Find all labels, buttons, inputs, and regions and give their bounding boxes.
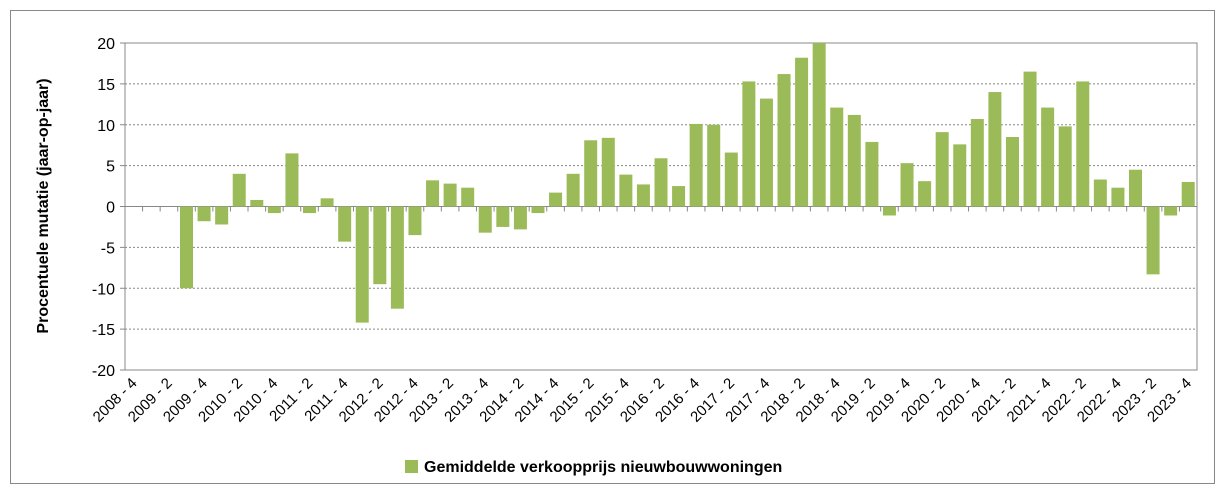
y-tick-label: 5 [106, 159, 115, 176]
bar [865, 141, 879, 207]
bar [478, 206, 492, 233]
y-tick-label: 0 [106, 200, 115, 217]
bar [795, 57, 809, 207]
bar [1093, 179, 1107, 207]
y-tick-label: -20 [92, 363, 115, 380]
y-tick-label: -10 [92, 281, 115, 298]
bar [847, 114, 861, 207]
bar [724, 152, 738, 207]
bar [742, 81, 756, 207]
bar [180, 206, 194, 289]
bar [970, 119, 984, 207]
bar [935, 132, 949, 207]
bar [812, 43, 826, 207]
bar [988, 92, 1002, 207]
bar [566, 173, 580, 207]
bar [496, 206, 510, 227]
bar [250, 199, 264, 207]
bar [777, 74, 791, 207]
bar [953, 144, 967, 207]
bar [900, 163, 914, 207]
bar [197, 206, 211, 222]
bar [549, 192, 563, 207]
bar [1076, 81, 1090, 207]
bar [232, 173, 246, 207]
bar [830, 107, 844, 207]
bar [672, 186, 686, 207]
bar [443, 183, 457, 207]
bar [513, 206, 527, 230]
bar [882, 206, 896, 216]
legend-swatch [405, 460, 418, 473]
y-tick-label: 10 [97, 118, 115, 135]
y-tick-label: -15 [92, 322, 115, 339]
bar [1164, 206, 1178, 216]
bar [636, 184, 650, 207]
bar [1181, 181, 1195, 207]
legend-label: Gemiddelde verkoopprijs nieuwbouwwoninge… [424, 459, 782, 476]
bar [461, 187, 475, 207]
bar [1058, 126, 1072, 207]
bar [267, 206, 281, 214]
bar [390, 206, 404, 309]
y-axis-label: Procentuele mutatie (jaar-op-jaar) [35, 78, 52, 333]
bar [601, 137, 615, 207]
bar [320, 198, 334, 207]
bar [619, 174, 633, 207]
bar [654, 158, 668, 207]
bar [689, 123, 703, 207]
bar [1005, 137, 1019, 207]
bar [759, 98, 773, 207]
bar [1111, 187, 1125, 207]
bar [1146, 206, 1160, 275]
bar [215, 206, 229, 225]
bar [285, 153, 299, 207]
bar [1023, 71, 1037, 207]
bar [303, 206, 317, 214]
bar [408, 206, 422, 236]
y-tick-label: -5 [101, 240, 115, 257]
bar [338, 206, 352, 242]
bar [426, 180, 440, 207]
bar [1128, 169, 1142, 207]
bar [584, 140, 598, 207]
bar [707, 124, 721, 207]
bar [918, 181, 932, 207]
bar [355, 206, 369, 323]
bar [531, 206, 545, 214]
bar [1041, 107, 1055, 207]
bar [373, 206, 387, 285]
y-tick-label: 15 [97, 77, 115, 94]
y-tick-label: 20 [97, 36, 115, 53]
